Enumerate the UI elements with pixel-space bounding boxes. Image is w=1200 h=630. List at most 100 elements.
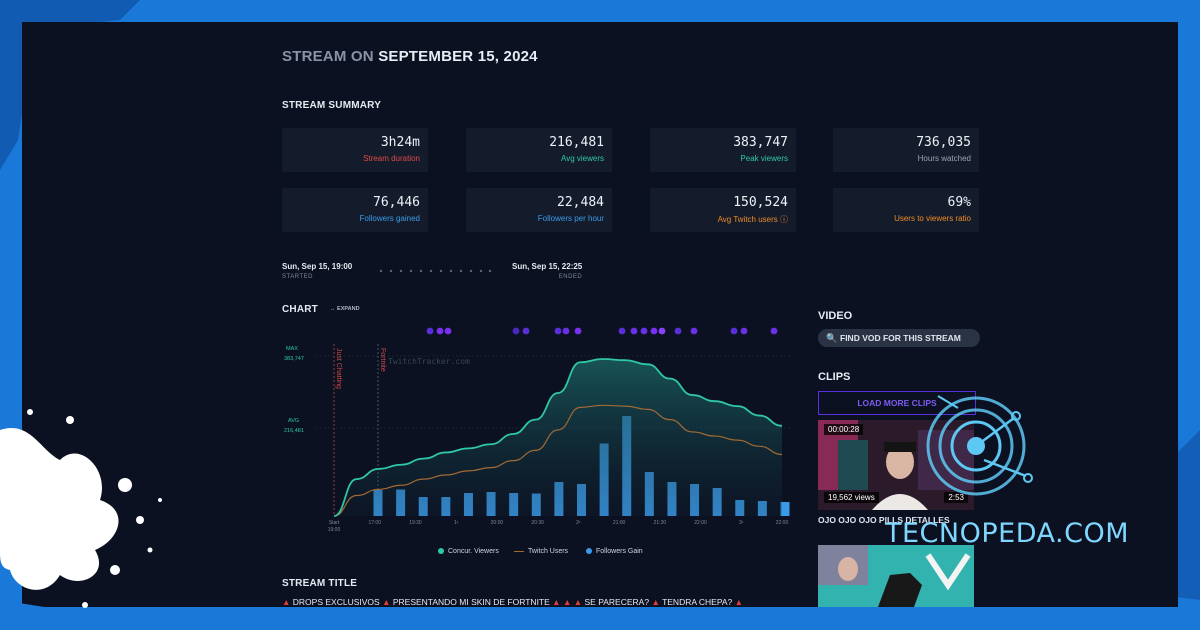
event-dot[interactable] [770, 327, 778, 335]
stream-start-label: STARTED [282, 274, 313, 280]
legend-label: Concur. Viewers [448, 548, 499, 555]
stream-title-part: PRESENTANDO MI SKIN DE FORTNITE [390, 597, 553, 607]
event-dot[interactable] [522, 327, 530, 335]
stream-summary-heading: STREAM SUMMARY [282, 100, 382, 111]
stat-label: Followers per hour [537, 214, 604, 223]
chart-watermark: TwitchTracker.com [388, 357, 470, 366]
stat-card-users-ratio: 69% Users to viewers ratio [833, 188, 979, 232]
stat-label: Avg Twitch users ⓘ [717, 215, 788, 224]
stat-label: Users to viewers ratio [894, 214, 971, 223]
x-tick-label: 21:00 [613, 520, 626, 526]
event-dot[interactable] [740, 327, 748, 335]
viewers-area-fill [334, 358, 782, 516]
event-dot[interactable] [574, 327, 582, 335]
clip-duration: 2:53 [944, 492, 968, 503]
timeline-dots [379, 269, 492, 273]
stat-card-peak-viewers: 383,747 Peak viewers [650, 128, 796, 172]
legend-twitch-users: Twitch Users [514, 548, 568, 555]
page-title: STREAM ON SEPTEMBER 15, 2024 [282, 48, 538, 65]
event-dot[interactable] [562, 327, 570, 335]
warning-icon: ▲ [382, 597, 391, 607]
legend-swatch [586, 548, 592, 555]
concurrent-viewers-line [333, 358, 783, 517]
stream-end-label: ENDED [558, 274, 583, 280]
stream-chart[interactable]: MAX 383,747 AVG 216,481 Just Chatting Fo… [282, 320, 790, 542]
find-vod-button[interactable]: 🔍 FIND VOD FOR THIS STREAM [818, 329, 980, 347]
chart-expand-button[interactable]: ↔ EXPAND [330, 306, 360, 312]
stat-card-avg-twitch-users[interactable]: 150,524 Avg Twitch users ⓘ [650, 188, 796, 232]
x-tick-label: 20:00 [491, 520, 504, 526]
x-tick-label: Start [329, 520, 340, 526]
stream-start: Sun, Sep 15, 19:00 STARTED [282, 262, 352, 280]
stream-title-part: SE PARECERA? [582, 597, 652, 607]
x-tick-sublabel: 19:00 [328, 527, 341, 533]
x-tick-label: 19:30 [409, 520, 422, 526]
warning-icon: ▲ [651, 597, 660, 607]
stat-value: 3h24m [380, 135, 420, 150]
stat-value: 150,524 [733, 195, 788, 210]
stat-card-duration: 3h24m Stream duration [282, 128, 428, 172]
stat-label: Hours watched [917, 154, 971, 163]
legend-label: Followers Gain [596, 548, 643, 555]
x-tick-label: 17:00 [368, 520, 381, 526]
chart-avg-label: AVG [288, 418, 299, 424]
event-dot[interactable] [512, 327, 520, 335]
event-dots-row [426, 327, 778, 335]
tecnopeda-logo-icon [926, 395, 1033, 496]
event-dot[interactable] [674, 327, 682, 335]
load-more-clips-button[interactable]: LOAD MORE CLIPS [818, 391, 976, 415]
video-heading: VIDEO [818, 310, 853, 322]
paint-splatter-decoration [0, 409, 190, 630]
stream-title-part: TENDRA CHEPA? [659, 597, 735, 607]
x-tick-label: 21:30 [654, 520, 667, 526]
find-vod-label: FIND VOD FOR THIS STREAM [840, 333, 961, 343]
event-dot[interactable] [444, 327, 452, 335]
legend-label: Twitch Users [528, 548, 569, 555]
clip-thumbnail-2[interactable] [818, 545, 974, 607]
chart-avg-value: 216,481 [284, 428, 304, 434]
event-dot[interactable] [690, 327, 698, 335]
stream-end: Sun, Sep 15, 22:25 ENDED [512, 262, 582, 280]
warning-icon: ▲ [734, 597, 744, 607]
x-tick-label: 22:00 [694, 520, 707, 526]
event-dot[interactable] [426, 327, 434, 335]
clip-views: 19,562 views [824, 492, 879, 503]
stat-label: Followers gained [359, 214, 420, 223]
event-dot[interactable] [618, 327, 626, 335]
followers-gain-bar [780, 502, 790, 516]
stat-card-hours-watched: 736,035 Hours watched [833, 128, 979, 172]
event-dot[interactable] [650, 327, 658, 335]
stat-card-followers-per-hour: 22,484 Followers per hour [466, 188, 612, 232]
event-dot[interactable] [640, 327, 648, 335]
chart-max-value: 383,747 [284, 356, 304, 362]
stat-value: 736,035 [916, 135, 971, 150]
legend-swatch [438, 548, 444, 555]
chart-max-label: MAX [286, 346, 298, 352]
event-dot[interactable] [554, 327, 562, 335]
stream-title-heading: STREAM TITLE [282, 578, 358, 589]
warning-icon: ▲ [282, 597, 291, 607]
search-icon: 🔍 [826, 333, 838, 343]
stat-label: Avg viewers [561, 154, 604, 163]
game-marker-fortnite: Fortnite [379, 348, 386, 372]
stat-value: 383,747 [733, 135, 788, 150]
stat-value: 216,481 [549, 135, 604, 150]
x-tick-label: 3¹ [739, 520, 744, 526]
game-marker-just-chatting: Just Chatting [335, 348, 342, 389]
clip-title[interactable]: OJO OJO OJO PILLS DETALLES [818, 515, 950, 525]
event-dot[interactable] [436, 327, 444, 335]
warning-icon: ▲ ▲ ▲ [552, 597, 583, 607]
legend-concurrent-viewers: Concur. Viewers [438, 548, 499, 555]
page-title-prefix: STREAM ON [282, 48, 374, 65]
legend-swatch [514, 550, 524, 552]
twitch-users-line [333, 404, 783, 517]
event-dot[interactable] [630, 327, 638, 335]
x-tick-label: 22:00 [776, 520, 789, 526]
page-title-date: SEPTEMBER 15, 2024 [378, 48, 538, 65]
stat-value: 22,484 [557, 195, 604, 210]
stat-card-followers-gained: 76,446 Followers gained [282, 188, 428, 232]
event-dot[interactable] [730, 327, 738, 335]
stream-start-time: Sun, Sep 15, 19:00 [282, 262, 353, 271]
event-dot[interactable] [658, 327, 666, 335]
stat-label: Peak viewers [740, 154, 788, 163]
